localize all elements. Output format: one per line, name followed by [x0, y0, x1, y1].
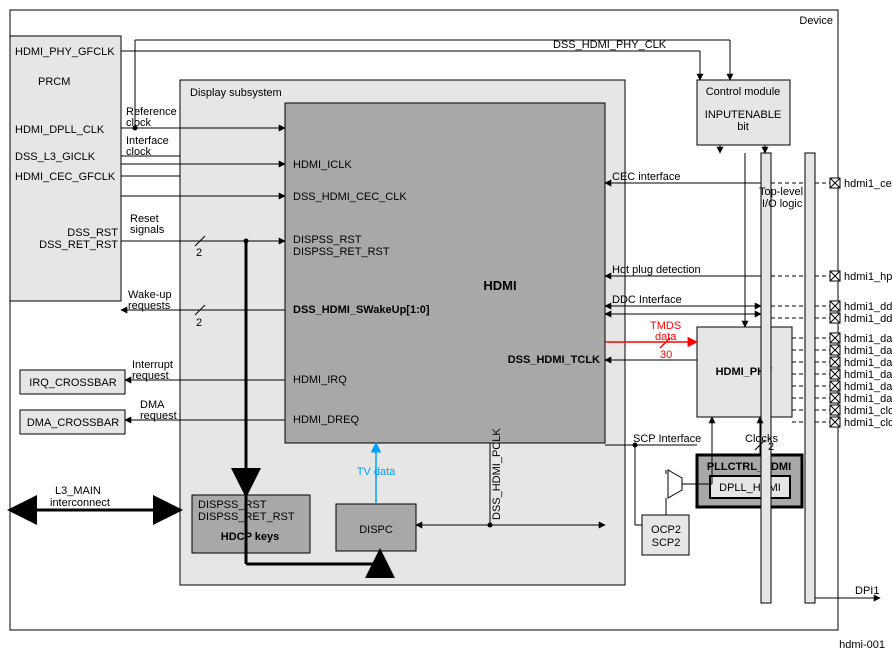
dma-crossbar-title: DMA_CROSSBAR [27, 417, 119, 429]
io-logic-bar1 [761, 153, 771, 603]
sig-hdmi-irq: HDMI_IRQ [293, 374, 347, 386]
svg-text:hdmi1_ddc_sda: hdmi1_ddc_sda [844, 313, 892, 325]
sig-dss-hdmi-phy-clk: DSS_HDMI_PHY_CLK [553, 39, 667, 51]
pllctrl-title: PLLCTRL_HDMI [707, 461, 791, 473]
ref-clk2: clock [126, 117, 152, 129]
irq-crossbar-title: IRQ_CROSSBAR [29, 377, 116, 389]
slash2b: 2 [196, 317, 202, 329]
svg-text:hdmi1_clockx: hdmi1_clockx [844, 405, 892, 417]
ctrl-mod-title: Control module [706, 86, 781, 98]
io-logic-bar2 [805, 153, 815, 603]
figure-label: hdmi-001 [839, 639, 885, 651]
ddc-if: DDC Interface [612, 294, 682, 306]
svg-text:hdmi1_ddc_scl: hdmi1_ddc_scl [844, 301, 892, 313]
pin-hdmi1-hpd: hdmi1_hpd [771, 271, 892, 283]
hdmi-box [285, 103, 605, 443]
sig-dss-rst: DSS_RST [67, 227, 118, 239]
svg-text:hdmi1_data0x: hdmi1_data0x [844, 333, 892, 345]
ctrl-mod-bit2: bit [737, 121, 749, 133]
sig-swakeup: DSS_HDMI_SWakeUp[1:0] [293, 304, 430, 316]
device-title: Device [799, 15, 833, 27]
svg-text:hdmi1_data1x: hdmi1_data1x [844, 357, 892, 369]
dpi1: DPI1 [855, 585, 879, 597]
l3-2: interconnect [50, 497, 110, 509]
l3-1: L3_MAIN [55, 485, 101, 497]
svg-text:hdmi1_hpd: hdmi1_hpd [844, 271, 892, 283]
sig-hdmi-phy-gfclk: HDMI_PHY_GFCLK [15, 46, 115, 58]
hdcp-line1: DISPSS_RST [198, 499, 267, 511]
sig-dss-hdmi-tclk: DSS_HDMI_TCLK [508, 354, 600, 366]
svg-text:hdmi1_cec: hdmi1_cec [844, 178, 892, 190]
reset2: signals [130, 224, 165, 236]
io-logic-l2: I/O logic [762, 198, 803, 210]
prcm-title: PRCM [38, 76, 70, 88]
sig-hdmi-cec-gfclk: HDMI_CEC_GFCLK [15, 171, 116, 183]
slash30: 30 [660, 349, 672, 361]
sig-hdmi-iclk: HDMI_ICLK [293, 159, 352, 171]
sig-dss-hdmi-pclk: DSS_HDMI_PCLK [491, 428, 503, 520]
sig-dispss-rst: DISPSS_RST [293, 234, 362, 246]
svg-text:hdmi1_clocky: hdmi1_clocky [844, 417, 892, 429]
display-subsystem-title: Display subsystem [190, 87, 282, 99]
ocp2scp2-l1: OCP2 [651, 524, 681, 536]
sig-hdmi-dreq: HDMI_DREQ [293, 414, 359, 426]
hdmi-title: HDMI [483, 278, 516, 293]
scp-if: SCP Interface [633, 433, 701, 445]
cec-if: CEC interface [612, 171, 680, 183]
sig-hdmi-dpll-clk: HDMI_DPLL_CLK [15, 124, 105, 136]
pin-hdmi1-ddc-sda: hdmi1_ddc_sda [771, 313, 892, 325]
sig-dss-hdmi-cec-clk: DSS_HDMI_CEC_CLK [293, 191, 407, 203]
svg-text:hdmi1_data1y: hdmi1_data1y [844, 369, 892, 381]
dispc-title: DISPC [359, 524, 393, 536]
ocp2scp2-l2: SCP2 [652, 537, 681, 549]
hdcp-label: HDCP keys [221, 531, 280, 543]
pin-hdmi1-ddc-scl: hdmi1_ddc_scl [771, 301, 892, 313]
sig-dispss-ret-rst: DISPSS_RET_RST [293, 246, 390, 258]
svg-text:hdmi1_data2y: hdmi1_data2y [844, 393, 892, 405]
svg-text:hdmi1_data0y: hdmi1_data0y [844, 345, 892, 357]
sig-dss-l3-giclk: DSS_L3_GICLK [15, 151, 96, 163]
slash2c: 2 [768, 441, 774, 453]
pllctrl-inner-title: DPLL_HDMI [719, 482, 781, 494]
hot-plug: Hot plug detection [612, 264, 701, 276]
sig-dss-ret-rst: DSS_RET_RST [39, 239, 118, 251]
svg-text:hdmi1_data2x: hdmi1_data2x [844, 381, 892, 393]
ctrl-mod-bit1: INPUTENABLE [705, 109, 781, 121]
slash2a: 2 [196, 247, 202, 259]
io-logic-l1: Top-level [759, 186, 803, 198]
